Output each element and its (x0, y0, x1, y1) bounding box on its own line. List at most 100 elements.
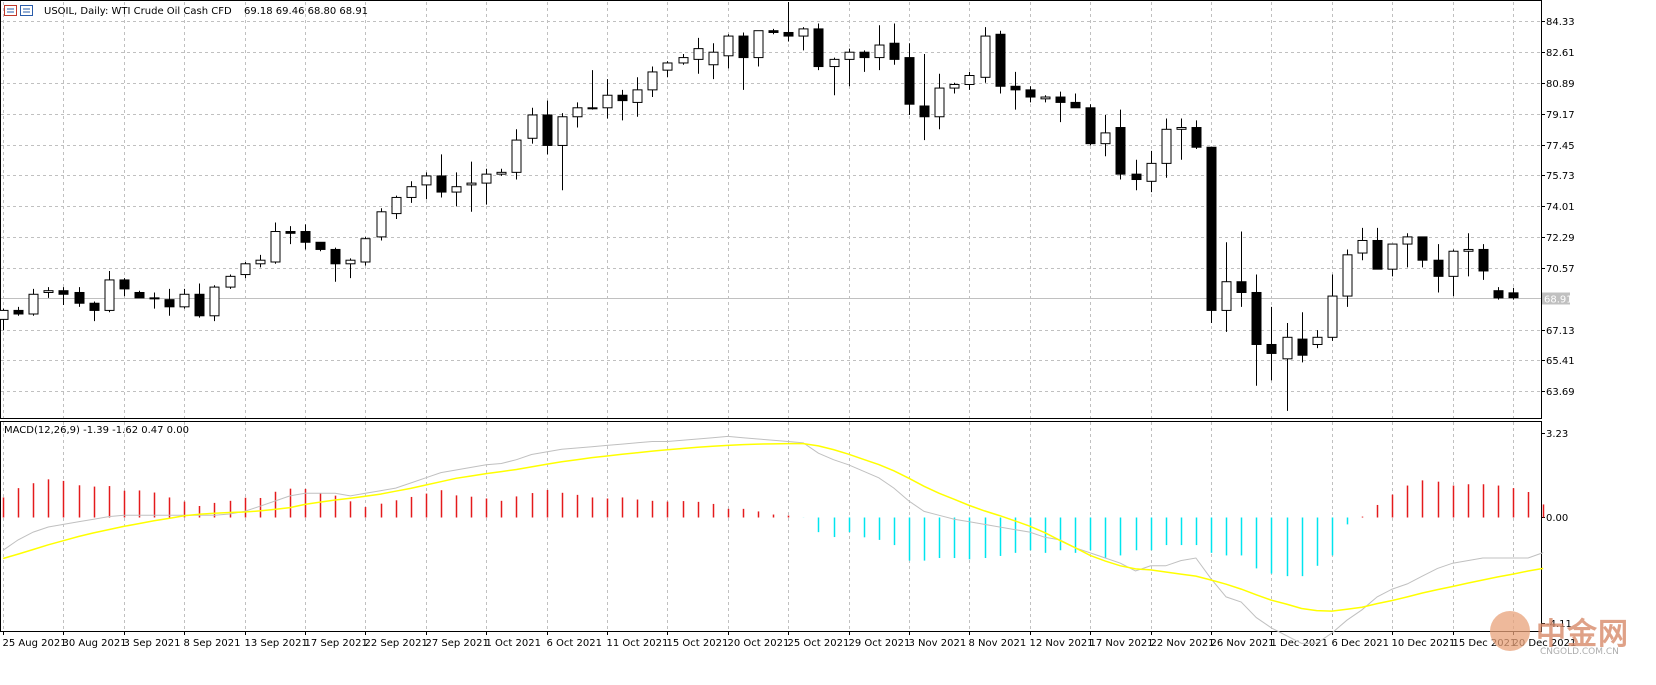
chart-window-icon (4, 5, 33, 16)
candle (1433, 244, 1444, 293)
candle-body (496, 171, 507, 175)
candle-body (451, 186, 462, 193)
candle-body (300, 231, 311, 243)
candle-body (1085, 107, 1096, 145)
price-tick-label: 82.61 (1546, 48, 1575, 59)
candle-body (179, 293, 190, 308)
price-tick-label: 84.33 (1546, 17, 1575, 28)
candle-body (934, 87, 945, 118)
candle-body (481, 173, 492, 184)
candle-body (1025, 89, 1036, 98)
candle (708, 43, 719, 80)
date-label: 15 Dec 2021 (1453, 638, 1517, 649)
candle-body (859, 51, 870, 59)
candle-body (74, 291, 85, 304)
candle (934, 73, 945, 130)
candle-body (360, 238, 371, 263)
candle-body (240, 263, 251, 276)
macd-tick-label: -4.11 (1546, 619, 1572, 630)
candle-body (285, 231, 296, 234)
candle-body (662, 62, 673, 71)
candle (1387, 243, 1398, 277)
candle-body (889, 42, 900, 60)
candle (255, 254, 266, 268)
candle (58, 287, 69, 306)
candle-body (1448, 250, 1459, 277)
date-label: 20 Oct 2021 (728, 638, 790, 649)
candle (209, 285, 220, 322)
candle-body (1055, 96, 1066, 103)
candle (829, 57, 840, 96)
candle-body (647, 71, 658, 91)
candle (1508, 287, 1519, 300)
date-label: 25 Oct 2021 (788, 638, 850, 649)
candle (859, 50, 870, 72)
candle-body (315, 241, 326, 250)
candle (1100, 114, 1111, 157)
candle-body (1010, 85, 1021, 91)
candle (13, 306, 24, 316)
candle-body (1282, 336, 1293, 360)
candle-body (0, 309, 9, 320)
candle (1176, 118, 1187, 160)
candle-body (1221, 281, 1232, 311)
price-tick-label: 77.45 (1546, 141, 1575, 152)
candle (285, 226, 296, 245)
candle-body (255, 259, 266, 265)
candle (753, 30, 764, 67)
date-label: 6 Oct 2021 (547, 638, 602, 649)
date-label: 29 Oct 2021 (849, 638, 911, 649)
candle (451, 172, 462, 207)
candle (1327, 274, 1338, 341)
date-label: 1 Dec 2021 (1271, 638, 1329, 649)
last-price-label: 68.91 (1544, 295, 1573, 306)
date-label: 12 Nov 2021 (1030, 638, 1094, 649)
candle-body (1312, 336, 1323, 345)
candle (980, 27, 991, 83)
price-tick-label: 67.13 (1546, 326, 1575, 337)
candle-body (376, 211, 387, 238)
date-label: 22 Sep 2021 (365, 638, 428, 649)
candle (164, 288, 175, 316)
date-label: 8 Sep 2021 (184, 638, 241, 649)
candle (1236, 231, 1247, 307)
date-label: 26 Nov 2021 (1211, 638, 1275, 649)
candle (119, 278, 130, 297)
candle (194, 283, 205, 318)
date-label: 17 Sep 2021 (305, 638, 368, 649)
candle (496, 168, 507, 176)
candle (798, 27, 809, 51)
candle (1040, 95, 1051, 103)
macd-tick-label: 0.00 (1546, 513, 1568, 524)
candle (1085, 104, 1096, 146)
candle (179, 288, 190, 309)
candle-body (1251, 291, 1262, 345)
candle-body (1357, 239, 1368, 254)
date-label: 27 Sep 2021 (426, 638, 489, 649)
candle (723, 34, 734, 69)
candle-body (391, 196, 402, 215)
candle (1221, 242, 1232, 332)
candle-body (844, 51, 855, 60)
candle (89, 301, 100, 322)
date-label: 20 Dec 2021 (1513, 638, 1577, 649)
candle (904, 43, 915, 115)
candle (43, 287, 54, 298)
candle (74, 287, 85, 307)
candle-body (13, 309, 24, 315)
candle (315, 241, 326, 252)
candle-body (164, 299, 175, 308)
last-price-badge (1542, 292, 1570, 305)
candle (602, 79, 613, 119)
date-label: 13 Sep 2021 (245, 638, 308, 649)
candle (693, 37, 704, 74)
candle-body (1387, 243, 1398, 270)
candle (330, 247, 341, 282)
candle (949, 82, 960, 94)
candle (104, 270, 115, 313)
candle (0, 308, 9, 331)
candle (889, 23, 900, 65)
candle-body (194, 293, 205, 317)
candle-body (1161, 128, 1172, 164)
